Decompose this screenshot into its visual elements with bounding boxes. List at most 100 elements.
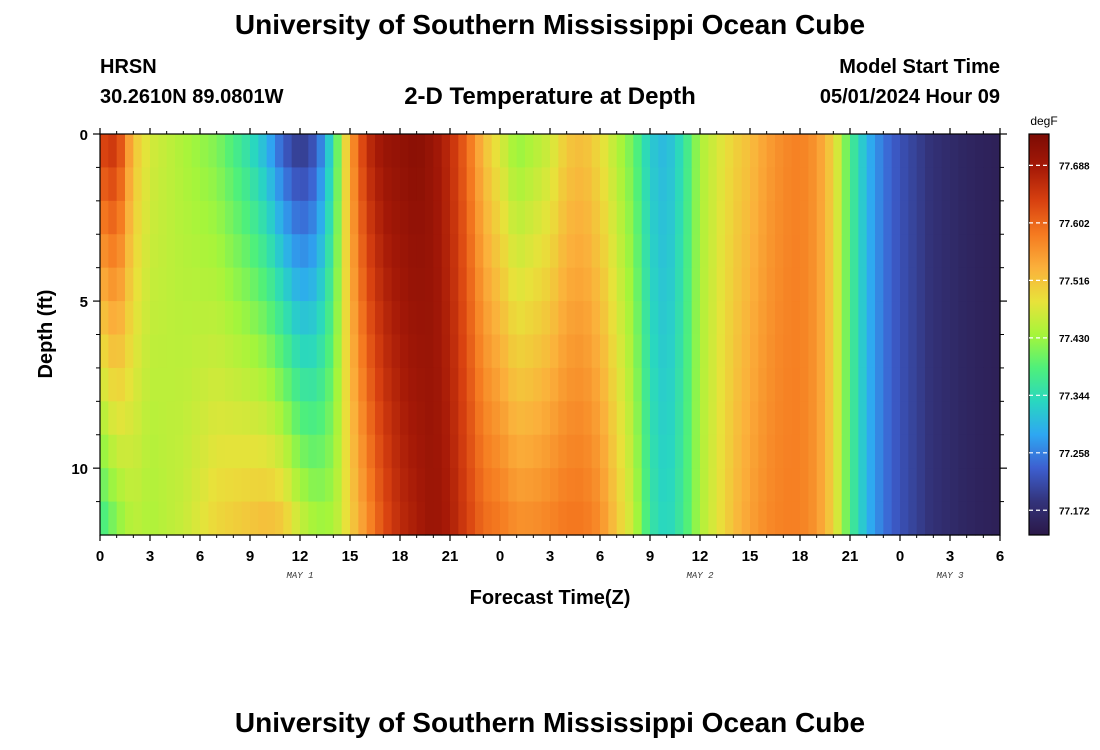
heatmap-cell bbox=[291, 200, 301, 235]
heatmap-cell bbox=[883, 334, 893, 369]
heatmap-cell bbox=[283, 167, 293, 202]
heatmap-cell bbox=[166, 301, 176, 336]
heatmap-cell bbox=[433, 267, 443, 302]
heatmap-cell bbox=[466, 501, 476, 536]
heatmap-cell bbox=[216, 134, 226, 169]
heatmap-cell bbox=[483, 434, 493, 469]
heatmap-cell bbox=[300, 434, 309, 469]
heatmap-cell bbox=[741, 301, 751, 336]
heatmap-cell bbox=[308, 301, 318, 336]
heatmap-cell bbox=[125, 501, 134, 536]
heatmap-cell bbox=[591, 501, 601, 536]
main-title: University of Southern Mississippi Ocean… bbox=[234, 9, 866, 40]
heatmap-cell bbox=[450, 134, 459, 169]
heatmap-cell bbox=[408, 334, 418, 369]
heatmap-cell bbox=[591, 167, 601, 202]
heatmap-cell bbox=[108, 468, 118, 503]
heatmap-cell bbox=[591, 234, 601, 269]
heatmap-cell bbox=[766, 234, 776, 269]
heatmap-cell bbox=[658, 501, 668, 536]
heatmap-cell bbox=[650, 334, 659, 369]
heatmap-cell bbox=[391, 401, 401, 436]
heatmap-cell bbox=[166, 334, 176, 369]
model-start-value: 05/01/2024 Hour 09 bbox=[819, 86, 1000, 108]
heatmap-cell bbox=[500, 334, 509, 369]
heatmap-cell bbox=[600, 234, 609, 269]
heatmap-cell bbox=[241, 401, 251, 436]
heatmap-cell bbox=[516, 301, 526, 336]
heatmap-cell bbox=[650, 267, 659, 302]
heatmap-cell bbox=[216, 401, 226, 436]
heatmap-cell bbox=[100, 334, 109, 369]
x-axis: 0 3 6 9 12 15 18 21 0 3 6 9 12 15 18 21 0 3 6 MAY 1 MAY 2 MAY… bbox=[96, 128, 1004, 581]
heatmap-cell bbox=[733, 334, 743, 369]
heatmap-cell bbox=[316, 468, 326, 503]
heatmap-cell bbox=[908, 468, 918, 503]
heatmap-cell bbox=[750, 167, 759, 202]
heatmap-cell bbox=[316, 367, 326, 402]
heatmap-cell bbox=[525, 367, 534, 402]
heatmap-cell bbox=[550, 468, 559, 503]
heatmap-cell bbox=[358, 501, 368, 536]
heatmap-cell bbox=[550, 301, 559, 336]
heatmap-cell bbox=[275, 334, 284, 369]
heatmap-cell bbox=[766, 334, 776, 369]
heatmap-cell bbox=[633, 367, 643, 402]
heatmap-cell bbox=[983, 234, 993, 269]
heatmap-cell bbox=[900, 434, 909, 469]
heatmap-cell bbox=[708, 367, 718, 402]
heatmap-cell bbox=[725, 267, 734, 302]
heatmap-cell bbox=[300, 167, 309, 202]
heatmap-cell bbox=[483, 134, 493, 169]
heatmap-cell bbox=[891, 367, 901, 402]
heatmap-cell bbox=[441, 334, 451, 369]
heatmap-cell bbox=[516, 200, 526, 235]
heatmap-cell bbox=[741, 267, 751, 302]
heatmap-cell bbox=[566, 167, 576, 202]
heatmap-cell bbox=[200, 434, 209, 469]
heatmap-cell bbox=[241, 200, 251, 235]
heatmap-cell bbox=[133, 334, 143, 369]
heatmap-cell bbox=[875, 267, 884, 302]
heatmap-cell bbox=[575, 434, 584, 469]
heatmap-cell bbox=[833, 501, 843, 536]
heatmap-cell bbox=[133, 401, 143, 436]
heatmap-cell bbox=[883, 301, 893, 336]
heatmap-cell bbox=[258, 468, 268, 503]
heatmap-cell bbox=[150, 501, 159, 536]
heatmap-cell bbox=[950, 501, 959, 536]
heatmap-cell bbox=[475, 234, 484, 269]
heatmap-cell bbox=[308, 334, 318, 369]
heatmap-cell bbox=[416, 167, 426, 202]
heatmap-cell bbox=[383, 401, 393, 436]
heatmap-cell bbox=[458, 134, 468, 169]
heatmap-cell bbox=[541, 200, 551, 235]
heatmap-cell bbox=[858, 301, 868, 336]
heatmap-cell bbox=[933, 234, 943, 269]
heatmap-cell bbox=[950, 401, 959, 436]
heatmap-cell bbox=[600, 367, 609, 402]
heatmap-cell bbox=[850, 401, 859, 436]
heatmap-cell bbox=[933, 134, 943, 169]
heatmap-cell bbox=[308, 401, 318, 436]
heatmap-cell bbox=[775, 134, 784, 169]
heatmap-cell bbox=[183, 434, 193, 469]
heatmap-cell bbox=[233, 134, 243, 169]
heatmap-cell bbox=[733, 134, 743, 169]
heatmap-cell bbox=[758, 367, 768, 402]
heatmap-cell bbox=[133, 501, 143, 536]
heatmap-cell bbox=[350, 200, 359, 235]
heatmap-cell bbox=[300, 267, 309, 302]
heatmap-cell bbox=[283, 301, 293, 336]
heatmap-cell bbox=[333, 267, 343, 302]
heatmap-cell bbox=[700, 501, 709, 536]
heatmap-cell bbox=[933, 501, 943, 536]
heatmap-cell bbox=[550, 434, 559, 469]
heatmap-cell bbox=[408, 234, 418, 269]
heatmap-cell bbox=[275, 200, 284, 235]
heatmap-cell bbox=[841, 167, 851, 202]
heatmap-cell bbox=[775, 267, 784, 302]
heatmap-cell bbox=[758, 501, 768, 536]
heatmap-cell bbox=[816, 200, 826, 235]
heatmap-cell bbox=[158, 200, 168, 235]
